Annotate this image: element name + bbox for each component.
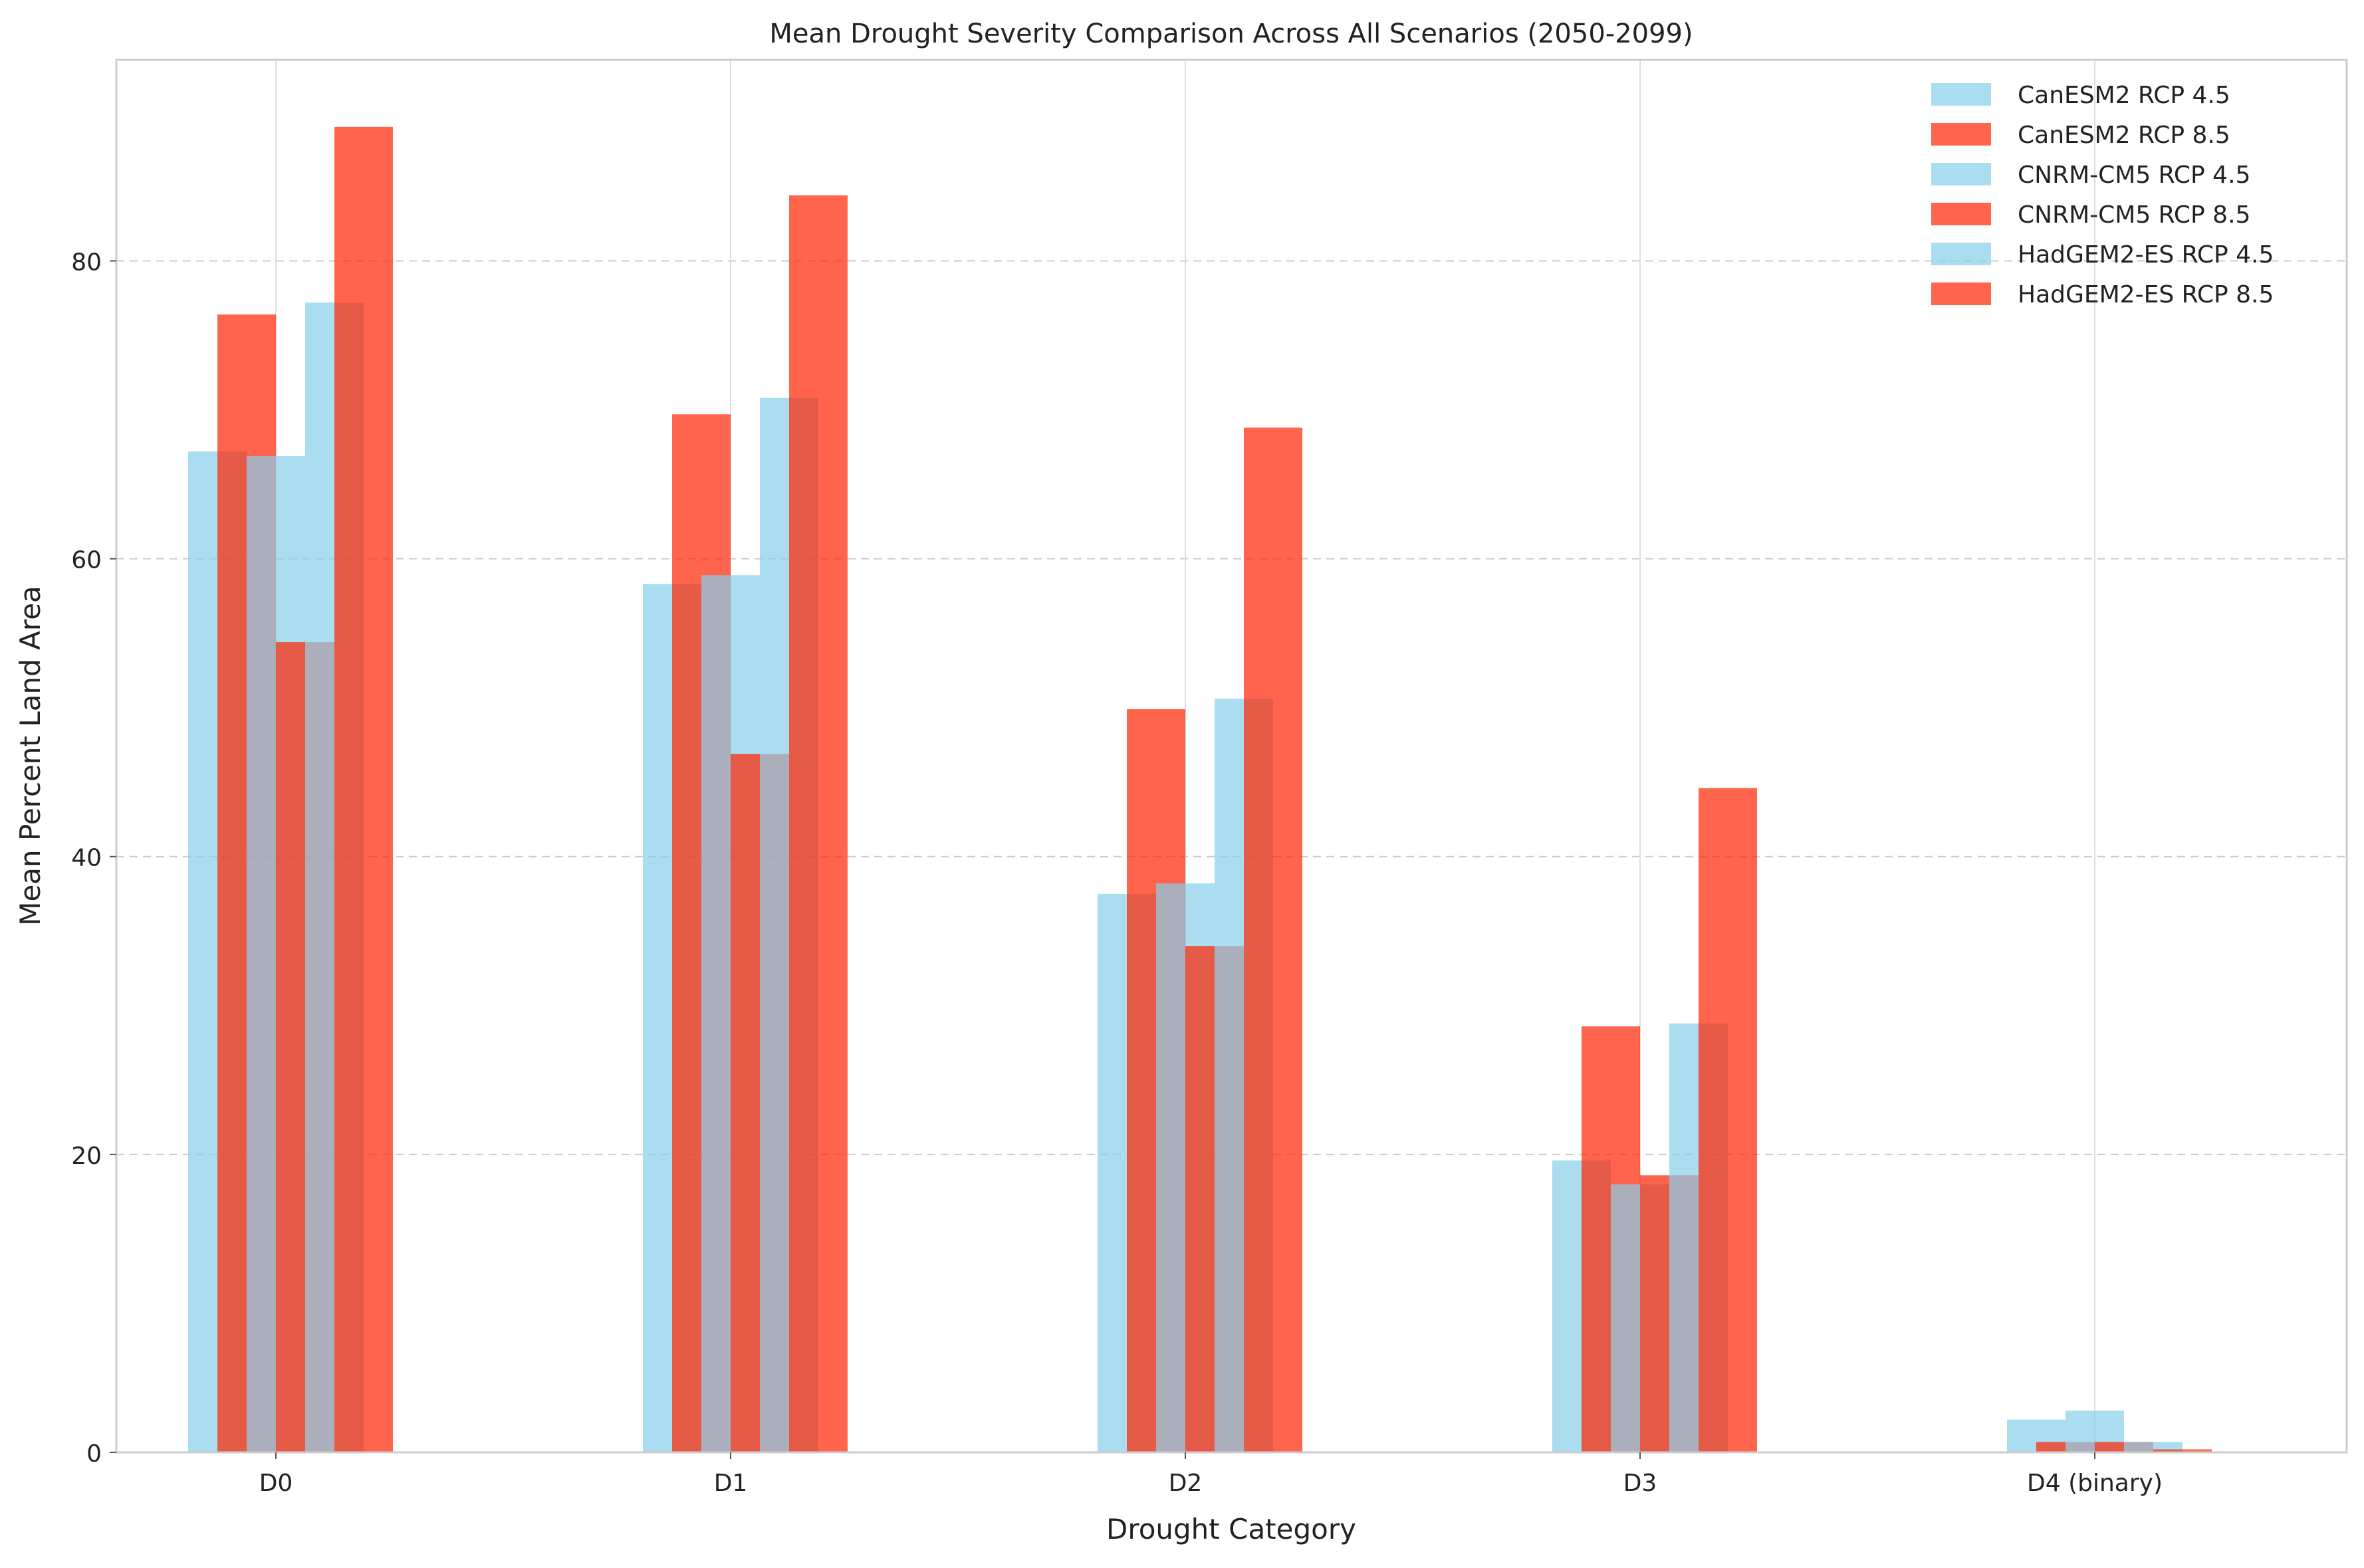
y-tick-label: 20 (71, 1143, 102, 1170)
x-tick-label: D3 (1623, 1470, 1657, 1497)
x-tick-label: D2 (1169, 1470, 1203, 1497)
x-tick-label: D0 (259, 1470, 293, 1497)
legend-label: CanESM2 RCP 8.5 (2018, 122, 2230, 149)
legend-swatch (1931, 83, 1991, 106)
legend-swatch (1931, 203, 1991, 225)
axis-ticks: 0 20 40 60 80 D0 D1 D2 D3 D4 (binary) (71, 249, 2163, 1497)
y-tick-label: 60 (71, 547, 102, 574)
plot-frame (115, 58, 2348, 1454)
legend-label: CNRM-CM5 RCP 4.5 (2018, 162, 2250, 189)
bar (789, 195, 848, 1452)
legend-label: HadGEM2-ES RCP 8.5 (2018, 281, 2274, 308)
legend-label: CanESM2 RCP 4.5 (2018, 82, 2230, 109)
legend-label: HadGEM2-ES RCP 4.5 (2018, 241, 2274, 269)
x-tick-label: D4 (binary) (2027, 1470, 2163, 1497)
y-axis-label: Mean Percent Land Area (14, 586, 47, 926)
bar (334, 126, 393, 1453)
bar (2153, 1449, 2212, 1452)
x-tick-label: D1 (714, 1470, 748, 1497)
legend-swatch (1931, 163, 1991, 185)
legend-swatch (1931, 282, 1991, 305)
x-axis-label: Drought Category (1106, 1513, 1356, 1545)
chart-title: Mean Drought Severity Comparison Across … (769, 19, 1693, 49)
legend-swatch (1931, 243, 1991, 265)
y-tick-label: 0 (86, 1440, 102, 1468)
bar (1244, 427, 1302, 1452)
y-tick-label: 40 (71, 845, 102, 872)
bar (1699, 788, 1757, 1452)
bars (188, 126, 2212, 1453)
legend: CanESM2 RCP 4.5 CanESM2 RCP 8.5 CNRM-CM5 R… (1931, 82, 2274, 308)
legend-swatch (1931, 123, 1991, 146)
y-tick-label: 80 (71, 249, 102, 276)
legend-label: CNRM-CM5 RCP 8.5 (2018, 201, 2250, 229)
